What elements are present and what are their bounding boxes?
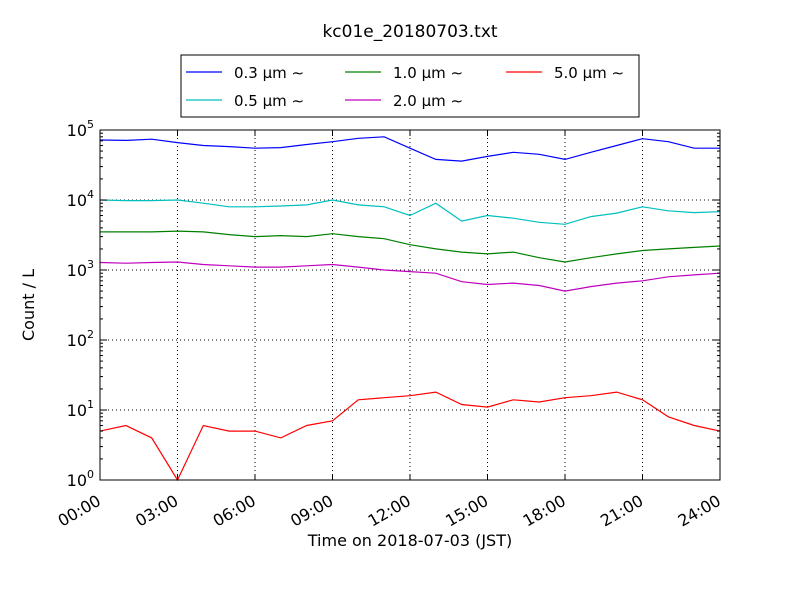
- y-tick-label: 104: [67, 188, 94, 210]
- y-tick-label: 103: [67, 258, 94, 280]
- legend-label-1: 0.5 μm ∼: [234, 92, 304, 110]
- series-lines: [99, 136, 721, 482]
- y-tick-base: 10: [67, 331, 87, 350]
- series-line-3: [99, 261, 721, 292]
- legend-label-0: 0.3 μm ∼: [234, 64, 304, 82]
- y-tick-exponent: 1: [87, 398, 94, 411]
- y-tick-base: 10: [67, 121, 87, 140]
- legend-label-2: 1.0 μm ∼: [393, 64, 463, 82]
- chart-title: kc01e_20180703.txt: [322, 22, 497, 42]
- series-line-2: [100, 230, 721, 263]
- y-tick-exponent: 0: [87, 468, 94, 481]
- legend-label-3: 2.0 μm ∼: [393, 92, 463, 110]
- series-line-1: [99, 199, 721, 225]
- y-tick-exponent: 5: [87, 118, 94, 131]
- y-tick-label: 105: [67, 118, 94, 140]
- y-tick-base: 10: [67, 191, 87, 210]
- y-tick-exponent: 2: [87, 328, 94, 341]
- y-tick-base: 10: [67, 471, 87, 490]
- grid-lines: [99, 130, 721, 480]
- legend-label-4: 5.0 μm ∼: [554, 64, 624, 82]
- y-tick-label: 102: [67, 328, 94, 350]
- y-tick-label: 100: [67, 468, 94, 490]
- x-axis-label: Time on 2018-07-03 (JST): [307, 531, 512, 550]
- series-line-4: [99, 391, 721, 482]
- legend: 0.3 μm ∼ 0.5 μm ∼ 1.0 μm ∼ 2.0 μm ∼ 5.0 μm ∼: [180, 54, 640, 118]
- y-tick-base: 10: [67, 401, 87, 420]
- y-tick-exponent: 4: [87, 188, 94, 201]
- y-tick-exponent: 3: [87, 258, 94, 271]
- y-tick-label: 101: [67, 398, 94, 420]
- y-axis-label: Count / L: [19, 269, 38, 341]
- series-line-0: [99, 136, 720, 162]
- legend-box: [180, 54, 640, 118]
- y-tick-base: 10: [67, 261, 87, 280]
